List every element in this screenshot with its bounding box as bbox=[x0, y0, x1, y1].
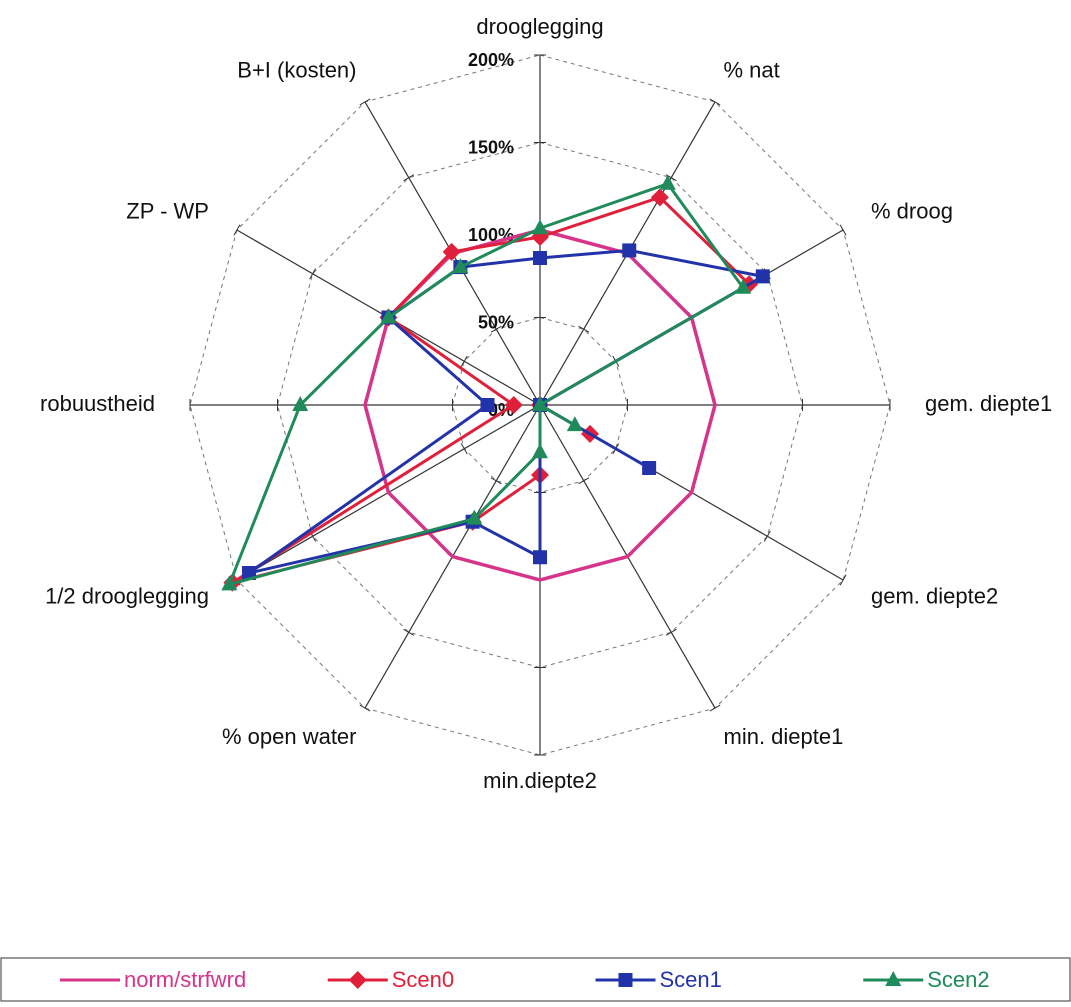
legend-label: Scen2 bbox=[927, 967, 989, 992]
data-point bbox=[480, 398, 495, 412]
data-point bbox=[650, 188, 669, 207]
data-point bbox=[622, 243, 637, 258]
category-label: min. diepte1 bbox=[724, 724, 844, 749]
category-label: gem. diepte2 bbox=[871, 583, 998, 608]
data-point bbox=[532, 396, 548, 411]
data-point bbox=[659, 174, 676, 190]
tick-mark bbox=[309, 268, 317, 280]
data-point bbox=[755, 269, 770, 284]
tick-mark bbox=[709, 704, 721, 712]
data-point bbox=[532, 443, 548, 459]
category-label: gem. diepte1 bbox=[925, 391, 1052, 416]
category-label: % nat bbox=[724, 57, 780, 82]
tick-mark bbox=[490, 477, 502, 485]
tick-mark bbox=[763, 530, 771, 542]
tick-mark bbox=[460, 443, 468, 455]
tick-mark bbox=[839, 224, 847, 236]
category-label: ZP - WP bbox=[126, 198, 209, 223]
legend-marker bbox=[885, 971, 902, 986]
tick-mark bbox=[578, 325, 590, 333]
tick-mark bbox=[460, 355, 468, 367]
legend-label: Scen1 bbox=[660, 967, 722, 992]
tick-mark bbox=[839, 574, 847, 586]
legend-marker bbox=[348, 971, 367, 989]
data-point bbox=[466, 509, 483, 525]
data-point bbox=[221, 575, 238, 591]
data-point bbox=[735, 278, 752, 294]
r-tick-label: 150% bbox=[468, 137, 514, 157]
tick-mark bbox=[709, 98, 721, 106]
category-label: 1/2 drooglegging bbox=[45, 583, 209, 608]
tick-mark bbox=[665, 628, 677, 636]
data-point bbox=[452, 258, 469, 274]
category-label: drooglegging bbox=[476, 14, 603, 39]
tick-mark bbox=[359, 98, 371, 106]
category-label: B+I (kosten) bbox=[237, 57, 356, 82]
legend-marker bbox=[618, 973, 633, 987]
tick-mark bbox=[403, 628, 415, 636]
tick-mark bbox=[490, 325, 502, 333]
tick-mark bbox=[403, 174, 415, 182]
tick-mark bbox=[233, 224, 241, 236]
data-point bbox=[533, 550, 547, 565]
data-point bbox=[380, 308, 397, 324]
data-point bbox=[532, 219, 548, 235]
data-point bbox=[442, 242, 461, 261]
r-tick-label: 50% bbox=[478, 312, 514, 332]
legend-label: norm/strfwrd bbox=[124, 967, 246, 992]
legend-box bbox=[0, 957, 1071, 1002]
data-point bbox=[242, 566, 257, 580]
data-point bbox=[504, 396, 523, 414]
category-label: % open water bbox=[222, 724, 357, 749]
data-point bbox=[642, 461, 657, 475]
category-label: robuustheid bbox=[40, 391, 155, 416]
data-point bbox=[566, 416, 583, 432]
category-label: min.diepte2 bbox=[483, 768, 597, 793]
r-tick-label: 200% bbox=[468, 50, 514, 70]
data-point bbox=[292, 396, 309, 411]
tick-mark bbox=[578, 477, 590, 485]
tick-mark bbox=[359, 704, 371, 712]
data-point bbox=[533, 251, 547, 265]
category-label: % droog bbox=[871, 198, 953, 223]
legend-label: Scen0 bbox=[392, 967, 454, 992]
